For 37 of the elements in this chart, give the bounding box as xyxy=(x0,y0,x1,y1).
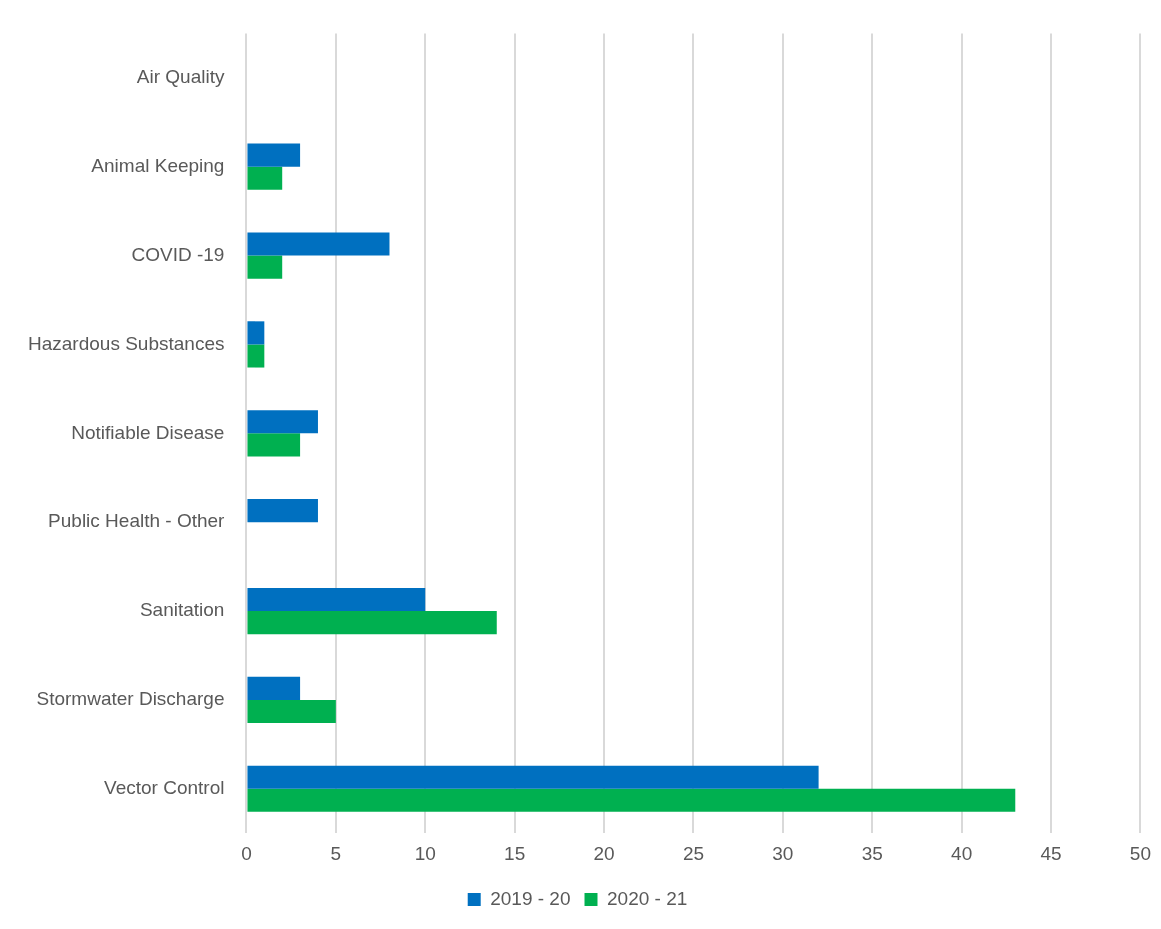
x-tick-label: 10 xyxy=(414,842,436,864)
x-tick-label: 40 xyxy=(951,842,973,864)
bar xyxy=(247,255,283,279)
x-tick-label: 50 xyxy=(1129,842,1151,864)
x-tick-label: 0 xyxy=(241,842,252,864)
bar xyxy=(247,699,336,724)
bar xyxy=(247,676,301,700)
bar xyxy=(247,143,301,167)
legend-label: 2019 - 20 xyxy=(490,887,571,909)
y-tick-label: COVID -19 xyxy=(131,243,225,265)
x-tick-label: 15 xyxy=(504,842,526,864)
x-tick-label: 20 xyxy=(593,842,615,864)
bar xyxy=(247,410,318,434)
y-tick-label: Notifiable Disease xyxy=(71,421,225,443)
x-tick-label: 35 xyxy=(861,842,883,864)
y-tick-label: Public Health - Other xyxy=(48,510,226,532)
legend-label: 2020 - 21 xyxy=(607,887,688,909)
x-tick-label: 25 xyxy=(682,842,705,864)
y-tick-label: Animal Keeping xyxy=(91,154,225,176)
x-tick-label: 30 xyxy=(772,842,794,864)
bar xyxy=(247,321,265,345)
bar xyxy=(247,499,318,523)
bar xyxy=(247,166,283,190)
bar xyxy=(247,433,301,457)
y-tick-label: Stormwater Discharge xyxy=(36,688,225,710)
bar xyxy=(247,788,1016,812)
x-tick-label: 45 xyxy=(1040,842,1062,864)
bar xyxy=(247,765,819,789)
y-tick-label: Vector Control xyxy=(104,777,225,798)
bar xyxy=(247,344,265,368)
bar xyxy=(247,232,390,256)
y-tick-label: Sanitation xyxy=(139,599,225,621)
y-tick-label: Air Quality xyxy=(136,66,225,88)
x-tick-label: 5 xyxy=(330,842,342,864)
bar xyxy=(247,587,426,612)
bar xyxy=(247,611,497,635)
y-tick-label: Hazardous Substances xyxy=(27,332,225,354)
